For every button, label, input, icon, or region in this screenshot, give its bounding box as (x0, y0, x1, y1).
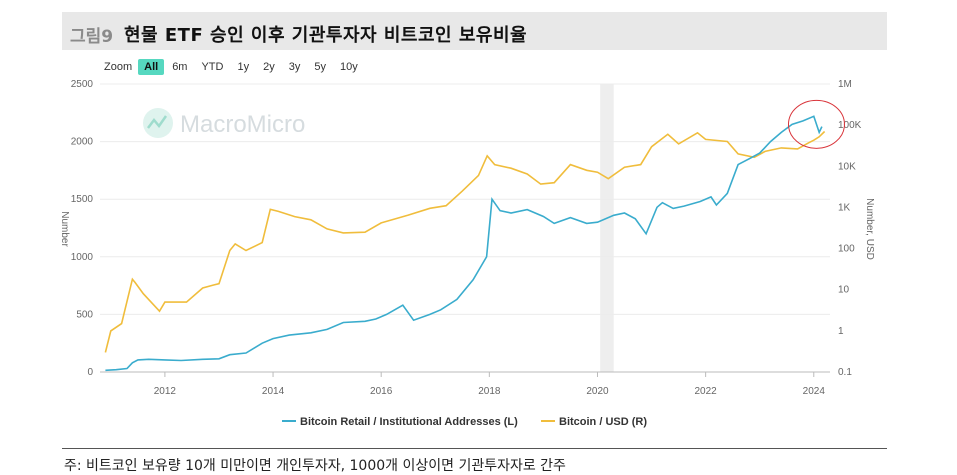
zoom-10y-button[interactable]: 10y (339, 61, 358, 73)
x-tick-label: 2018 (478, 386, 501, 397)
left-tick-label: 2000 (71, 137, 94, 148)
left-tick-label: 1500 (71, 194, 94, 205)
x-tick-label: 2012 (154, 386, 177, 397)
right-tick-label: 0.1 (838, 367, 852, 378)
right-tick-label: 1M (838, 79, 852, 90)
series-line-bitcoin-usd (104, 130, 826, 353)
legend-label-addresses[interactable]: Bitcoin Retail / Institutional Addresses… (300, 416, 518, 428)
right-tick-label: 10 (838, 285, 850, 296)
legend-label-price[interactable]: Bitcoin / USD (R) (559, 416, 647, 428)
x-axis-ticks: 2012 2014 2016 2018 2020 2022 2024 (154, 372, 826, 397)
left-tick-label: 1000 (71, 252, 94, 263)
footnote: 주: 비트코인 보유량 10개 미만이면 개인투자자, 1000개 이상이면 기… (64, 458, 566, 474)
zoom-label: Zoom (104, 61, 133, 73)
footnote-divider (62, 448, 887, 449)
left-tick-label: 2500 (71, 79, 94, 90)
right-tick-label: 1 (838, 326, 844, 337)
left-tick-label: 500 (76, 309, 93, 320)
zoom-all-button[interactable]: All (138, 59, 165, 75)
x-tick-label: 2024 (803, 386, 826, 397)
right-axis-ticks: 0.1 1 10 100 1K 10K 100K 1M (838, 79, 862, 378)
zoom-2y-button[interactable]: 2y (263, 61, 275, 73)
right-tick-label: 100K (838, 120, 862, 131)
zoom-ytd-button[interactable]: YTD (201, 61, 224, 73)
right-tick-label: 10K (838, 161, 856, 172)
right-axis-title: Number, USD (864, 198, 875, 260)
figure-title: 현물 ETF 승인 이후 기관투자자 비트코인 보유비율 (124, 25, 528, 46)
watermark-text: MacroMicro (180, 111, 305, 138)
x-tick-label: 2014 (262, 386, 285, 397)
x-tick-label: 2022 (695, 386, 718, 397)
zoom-5y-button[interactable]: 5y (314, 61, 326, 73)
legend: Bitcoin Retail / Institutional Addresses… (282, 416, 647, 428)
figure-title-bar (62, 12, 887, 50)
highlight-band (600, 84, 614, 372)
zoom-selector: Zoom All 6m YTD 1y 2y 3y 5y 10y (104, 58, 366, 76)
left-axis-ticks: 0 500 1000 1500 2000 2500 (71, 79, 94, 378)
x-tick-label: 2016 (370, 386, 393, 397)
zoom-6m-button[interactable]: 6m (172, 61, 188, 73)
series-line-retail-institutional-addresses (105, 115, 823, 372)
bitcoin-address-price-chart: MacroMicro 0 500 1000 1500 2000 2500 0.1 1 10 10… (59, 79, 875, 428)
right-tick-label: 1K (838, 202, 851, 213)
zoom-3y-button[interactable]: 3y (288, 61, 301, 73)
right-tick-label: 100 (838, 244, 855, 255)
gridlines (100, 83, 830, 373)
left-tick-label: 0 (87, 367, 93, 378)
x-tick-label: 2020 (586, 386, 609, 397)
figure-number: 그림9 (70, 27, 114, 47)
etf-highlight-circle (787, 99, 845, 149)
left-axis-title: Number (59, 211, 70, 247)
zoom-1y-button[interactable]: 1y (237, 61, 250, 73)
watermark-logo-icon (147, 115, 168, 129)
watermark: MacroMicro (143, 108, 305, 138)
